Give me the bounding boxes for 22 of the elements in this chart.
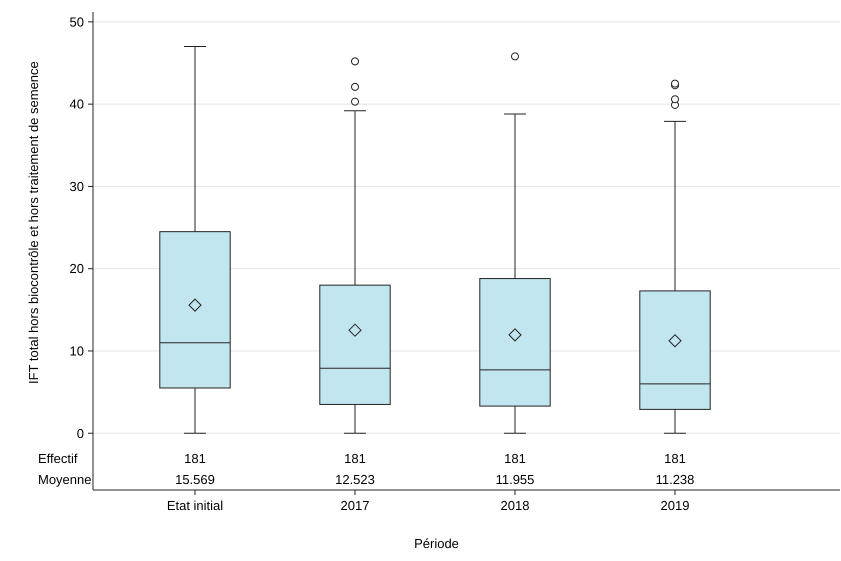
annotation: 181 — [344, 451, 366, 466]
y-tick-label: 50 — [70, 14, 84, 30]
x-axis-title: Période — [414, 536, 459, 551]
text: Moyenne — [38, 472, 92, 487]
y-tick-label: 30 — [70, 178, 84, 194]
y-tick-label: 20 — [70, 261, 84, 276]
x-tick-label: 2017 — [340, 498, 370, 513]
text: Effectif — [38, 451, 78, 466]
y-tick-label: 0 — [76, 426, 84, 441]
x-tick-label: Etat initial — [166, 498, 224, 513]
text: 11.955 — [496, 472, 534, 487]
text: 15.569 — [175, 472, 215, 487]
text: 11.238 — [656, 472, 694, 487]
annotation: 181 — [504, 451, 526, 466]
y-tick-label: 40 — [70, 96, 84, 112]
annotation: 181 — [184, 451, 206, 466]
x-tick-label: 2018 — [500, 498, 530, 513]
annotation: 181 — [664, 451, 686, 466]
x-tick-label: 2019 — [660, 498, 690, 513]
y-tick-label: 10 — [70, 344, 84, 359]
y-axis-title: IFT total hors biocontrôle et hors traitement de semence — [26, 61, 41, 384]
text: 12.523 — [335, 472, 375, 487]
